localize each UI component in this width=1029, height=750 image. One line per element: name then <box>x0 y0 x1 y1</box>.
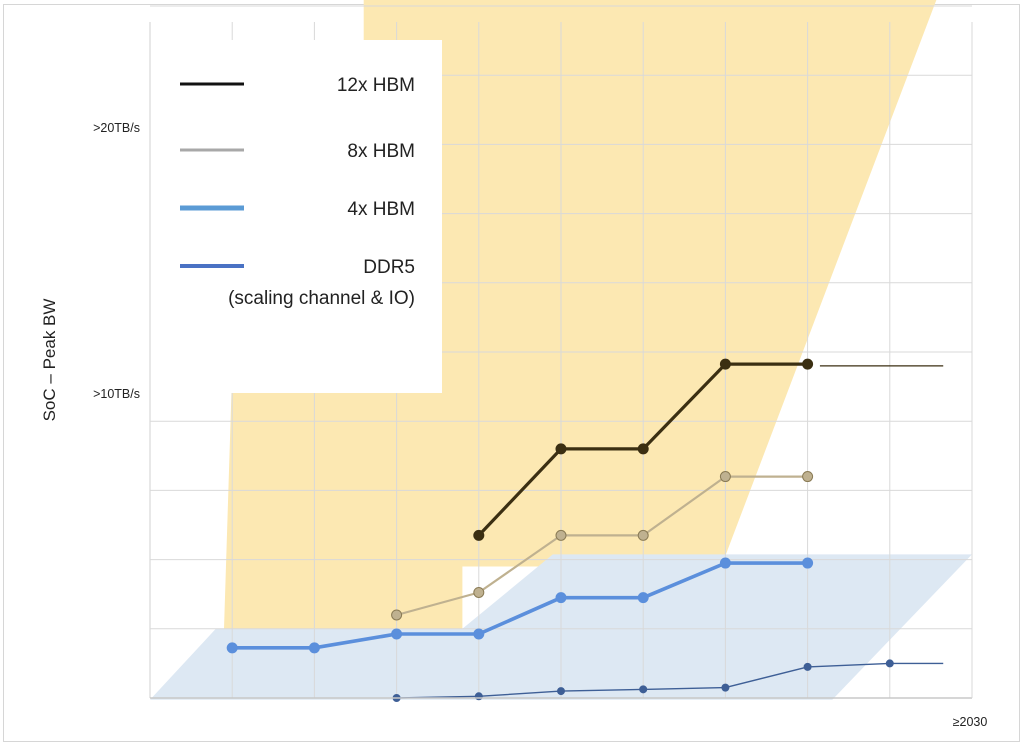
series-point-1 <box>637 529 649 541</box>
series-point-0 <box>637 443 649 455</box>
legend: 12x HBM 8x HBM 4x HBM DDR5 (scaling channel … <box>180 75 415 309</box>
series-point-1 <box>802 471 814 483</box>
series-point-2 <box>473 628 485 640</box>
legend-background <box>150 40 442 393</box>
legend-sublabel-3: (scaling channel & IO) <box>228 288 415 309</box>
series-line-2 <box>232 561 808 650</box>
series-line-1 <box>396 475 808 617</box>
series-point-2 <box>308 642 320 654</box>
series-point-3 <box>803 662 812 671</box>
series-point-1 <box>555 529 567 541</box>
series-layer <box>226 358 944 702</box>
legend-label-0: 12x HBM <box>337 75 415 96</box>
y-axis-label: SoC – Peak BW <box>40 299 59 422</box>
series-point-2 <box>226 642 238 654</box>
series-point-0 <box>802 358 814 370</box>
y-tick-label: >10TB/s <box>93 387 140 401</box>
series-point-2 <box>719 557 731 569</box>
legend-label-3: DDR5 <box>363 257 415 278</box>
series-point-3 <box>639 685 648 694</box>
legend-label-1: 8x HBM <box>347 141 415 162</box>
series-point-1 <box>391 609 403 621</box>
axes-layer: >10TB/s >20TB/s ≥2030 <box>93 22 987 729</box>
series-point-3 <box>557 687 565 696</box>
series-point-0 <box>473 529 485 541</box>
series-point-0 <box>719 358 731 370</box>
series-point-2 <box>391 628 403 640</box>
series-point-1 <box>719 471 731 483</box>
series-point-1 <box>473 586 485 598</box>
series-point-0 <box>555 443 567 455</box>
series-point-2 <box>555 592 567 604</box>
series-point-2 <box>802 557 814 569</box>
series-point-3 <box>721 683 730 692</box>
series-point-3 <box>885 659 894 668</box>
y-tick-label: >20TB/s <box>93 121 140 135</box>
series-point-2 <box>637 592 649 604</box>
legend-label-2: 4x HBM <box>347 199 415 220</box>
x-tick-label: ≥2030 <box>953 715 988 729</box>
